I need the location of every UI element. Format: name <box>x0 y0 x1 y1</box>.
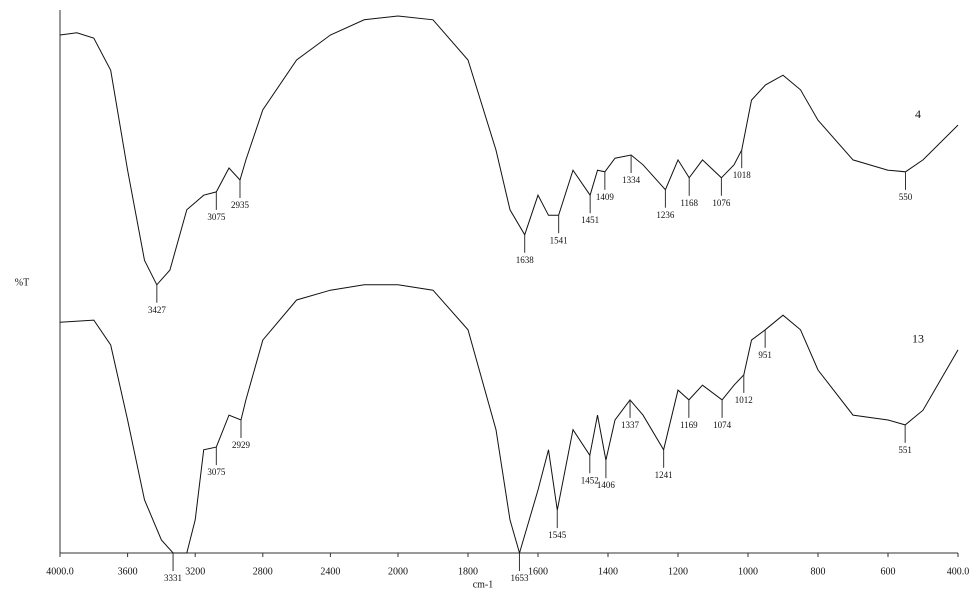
peak-label: 1334 <box>622 175 641 185</box>
peak-label: 3427 <box>148 305 167 315</box>
x-tick-label: 1800 <box>458 566 478 577</box>
x-tick-label: 3200 <box>185 566 205 577</box>
peak-label: 1653 <box>510 573 529 583</box>
peak-label: 1451 <box>581 215 599 225</box>
x-tick-label: 3600 <box>118 566 138 577</box>
peak-label: 1638 <box>516 255 535 265</box>
peak-label: 2935 <box>231 200 250 210</box>
peak-label: 1236 <box>656 210 675 220</box>
x-tick-label: 400.0 <box>947 566 970 577</box>
peak-label: 1545 <box>548 530 567 540</box>
peak-label: 951 <box>758 350 772 360</box>
y-axis-label: %T <box>15 277 29 288</box>
series-label: 4 <box>915 107 921 121</box>
peak-label: 1169 <box>680 420 698 430</box>
peak-label: 550 <box>899 192 913 202</box>
x-tick-label: 1600 <box>528 566 548 577</box>
x-tick-label: 1200 <box>668 566 688 577</box>
peak-label: 2929 <box>232 440 251 450</box>
peak-label: 551 <box>898 445 912 455</box>
peak-label: 1012 <box>735 395 753 405</box>
peak-label: 3075 <box>207 212 226 222</box>
peak-label: 1074 <box>713 420 732 430</box>
peak-label: 1076 <box>712 198 731 208</box>
peak-label: 1452 <box>581 475 599 485</box>
spectrum-line <box>59 15 959 286</box>
peak-label: 1018 <box>733 170 752 180</box>
x-tick-label: 4000.0 <box>46 566 74 577</box>
peak-label: 1241 <box>655 470 673 480</box>
peak-label: 3075 <box>207 467 226 477</box>
peak-label: 3331 <box>164 573 182 583</box>
x-tick-label: 800 <box>811 566 826 577</box>
peak-label: 1168 <box>680 198 698 208</box>
spectrum-line <box>59 284 959 555</box>
peak-label: 1409 <box>596 192 615 202</box>
peak-label: 1337 <box>621 420 640 430</box>
peak-label: 1541 <box>550 235 568 245</box>
x-tick-label: 2000 <box>388 566 408 577</box>
series-label: 13 <box>912 332 924 346</box>
x-axis-label: cm-1 <box>473 579 494 590</box>
peak-label: 1406 <box>597 480 616 490</box>
x-tick-label: 2400 <box>320 566 340 577</box>
x-tick-label: 1000 <box>738 566 758 577</box>
x-tick-label: 600 <box>881 566 896 577</box>
x-tick-label: 1400 <box>598 566 618 577</box>
x-tick-label: 2800 <box>253 566 273 577</box>
